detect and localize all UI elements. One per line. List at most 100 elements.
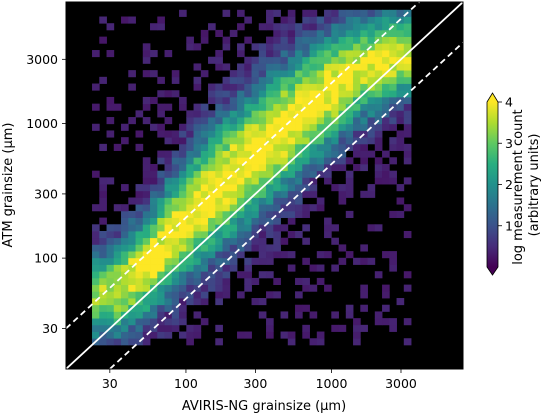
heat-cell [237, 210, 245, 218]
heat-cell [222, 76, 231, 84]
heat-cell [295, 143, 303, 151]
heat-cell [287, 230, 296, 239]
heat-cell [142, 230, 151, 239]
heat-cell [287, 251, 296, 259]
heat-cell [374, 16, 383, 24]
heat-cell [229, 143, 238, 151]
heat-cell [382, 117, 390, 125]
heat-cell [237, 251, 245, 259]
heat-cell [251, 90, 260, 98]
heat-cell [389, 83, 397, 91]
heat-cell [128, 277, 136, 286]
heat-cell [193, 137, 202, 145]
heat-cell [135, 204, 144, 212]
heat-cell [193, 237, 202, 245]
heat-cell [287, 163, 296, 172]
heat-cell [331, 70, 339, 78]
y-tick-label: 100 [34, 251, 58, 266]
heat-cell [338, 43, 347, 51]
heat-cell [367, 257, 376, 265]
heat-cell [382, 83, 390, 91]
heat-cell [338, 63, 347, 71]
heat-cell [208, 184, 216, 192]
heat-cell [200, 284, 209, 292]
heat-cell [200, 170, 209, 178]
x-tick-label: 300 [243, 376, 267, 391]
heat-cell [121, 304, 129, 312]
heat-cell [353, 117, 361, 125]
heat-cell [273, 291, 281, 299]
heat-cell [338, 324, 347, 332]
heat-cell [222, 190, 231, 198]
heat-cell [302, 103, 310, 111]
heat-cell [99, 318, 107, 326]
heat-cell [360, 56, 368, 64]
heat-cell [403, 76, 412, 84]
heat-cell [92, 123, 100, 131]
heat-cell [403, 23, 412, 31]
heat-cell [324, 56, 332, 64]
heat-cell [157, 16, 165, 24]
heat-cell [222, 9, 231, 17]
heat-cell [382, 63, 390, 71]
heat-cell [208, 96, 216, 105]
heat-cell [324, 137, 332, 145]
heat-cell [171, 76, 180, 84]
heat-cell [251, 110, 260, 118]
heat-cell [92, 103, 100, 111]
heat-cell [287, 204, 296, 212]
heat-cell [106, 230, 115, 239]
heat-cell [171, 90, 180, 98]
heat-cell [229, 197, 238, 205]
heat-cell [142, 96, 151, 105]
heat-cell [338, 36, 347, 44]
heat-cell [193, 284, 202, 292]
heat-cell [215, 123, 223, 131]
heat-cell [237, 184, 245, 192]
heat-cell [396, 130, 405, 138]
heat-cell [200, 190, 209, 198]
heat-cell [309, 83, 318, 91]
heat-cell [200, 123, 209, 131]
heat-cell [309, 36, 318, 44]
heat-cell [273, 190, 281, 198]
heat-cell [353, 9, 361, 17]
heat-cell [266, 63, 274, 71]
heat-cell [302, 237, 310, 245]
heat-cell [389, 29, 397, 38]
heat-cell [302, 117, 310, 125]
heat-cell [92, 277, 100, 286]
heat-cell [237, 110, 245, 118]
heat-cell [164, 230, 173, 239]
heat-cell [403, 103, 412, 111]
heat-cell [316, 170, 325, 178]
heat-cell [142, 298, 151, 306]
heat-cell [237, 23, 245, 31]
heat-cell [121, 204, 129, 212]
heat-cell [345, 90, 354, 98]
heat-cell [215, 271, 223, 279]
heat-cell [135, 190, 144, 198]
heat-cell [171, 204, 180, 212]
heat-cell [193, 230, 202, 239]
heat-cell [106, 237, 115, 245]
heat-cell [200, 277, 209, 286]
heat-cell [92, 83, 100, 91]
heat-cell [179, 217, 187, 225]
heat-cell [273, 184, 281, 192]
heat-cell [229, 230, 238, 239]
heat-cell [171, 237, 180, 245]
heat-cell [150, 251, 158, 259]
heat-cell [251, 83, 260, 91]
heat-cell [309, 29, 318, 38]
heat-cell [171, 257, 180, 265]
heat-cell [389, 157, 397, 165]
heat-cell [186, 204, 194, 212]
heat-cell [99, 251, 107, 259]
heat-cell [389, 318, 397, 326]
heat-cell [244, 157, 252, 165]
heat-cell [113, 257, 122, 265]
heat-cell [142, 244, 151, 252]
heat-cell [258, 117, 267, 125]
heat-cell [389, 264, 397, 272]
